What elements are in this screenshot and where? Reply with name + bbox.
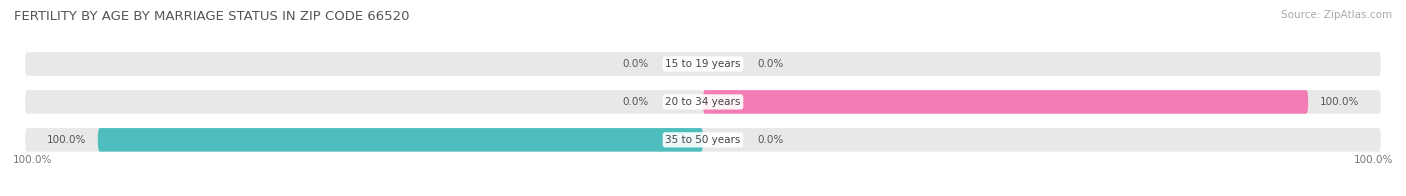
Legend: Married, Unmarried: Married, Unmarried (626, 193, 780, 196)
FancyBboxPatch shape (98, 128, 703, 152)
Text: 15 to 19 years: 15 to 19 years (665, 59, 741, 69)
Text: 0.0%: 0.0% (623, 97, 648, 107)
Text: 0.0%: 0.0% (623, 59, 648, 69)
FancyBboxPatch shape (703, 90, 1308, 114)
Text: Source: ZipAtlas.com: Source: ZipAtlas.com (1281, 10, 1392, 20)
Text: 0.0%: 0.0% (758, 135, 783, 145)
FancyBboxPatch shape (25, 90, 1381, 114)
Text: 35 to 50 years: 35 to 50 years (665, 135, 741, 145)
Text: 20 to 34 years: 20 to 34 years (665, 97, 741, 107)
FancyBboxPatch shape (25, 52, 1381, 76)
FancyBboxPatch shape (25, 128, 1381, 152)
Text: 100.0%: 100.0% (13, 155, 52, 165)
Text: 100.0%: 100.0% (1354, 155, 1393, 165)
Text: 100.0%: 100.0% (1320, 97, 1360, 107)
Text: FERTILITY BY AGE BY MARRIAGE STATUS IN ZIP CODE 66520: FERTILITY BY AGE BY MARRIAGE STATUS IN Z… (14, 10, 409, 23)
Text: 0.0%: 0.0% (758, 59, 783, 69)
Text: 100.0%: 100.0% (46, 135, 86, 145)
